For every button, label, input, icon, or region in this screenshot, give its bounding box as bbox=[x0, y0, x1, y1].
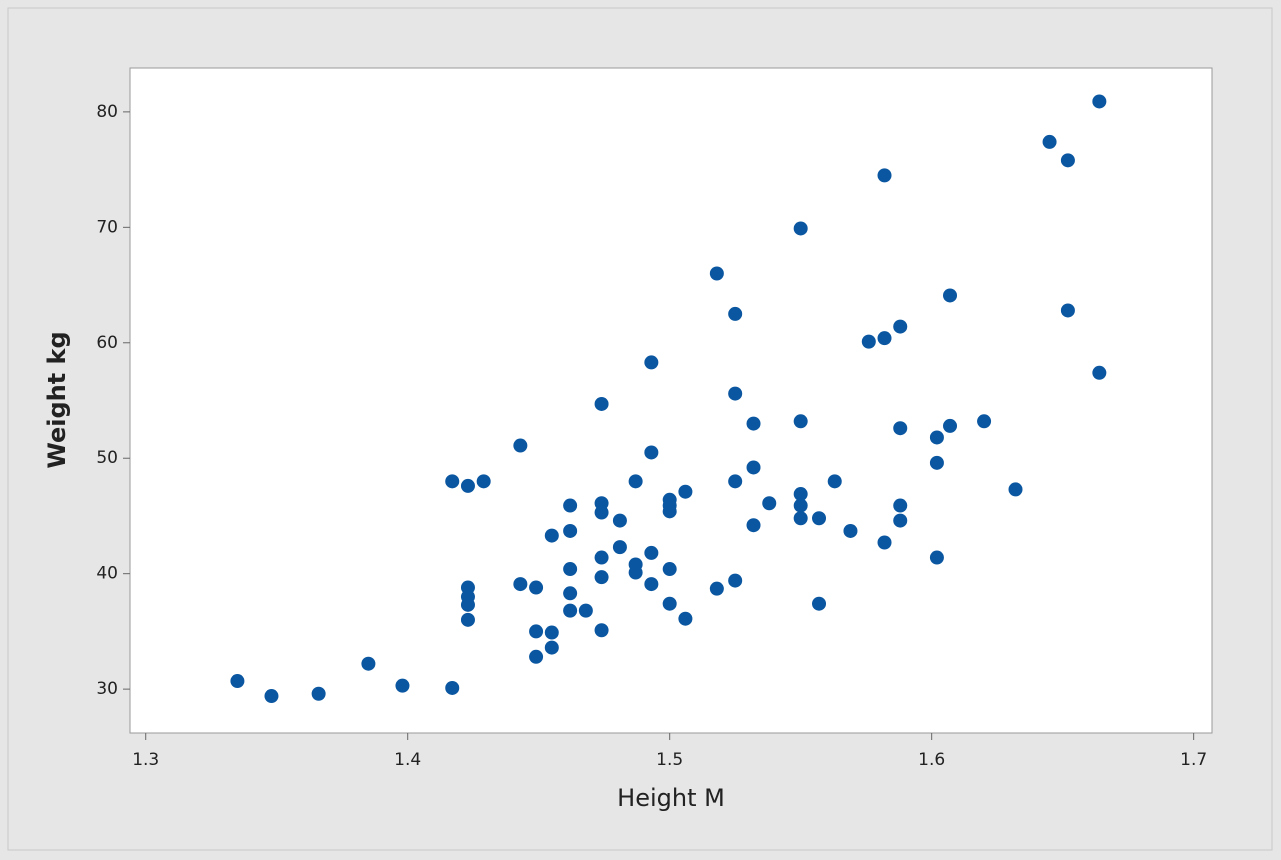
point bbox=[943, 418, 958, 433]
point bbox=[893, 319, 908, 334]
point bbox=[563, 562, 578, 577]
point bbox=[230, 674, 245, 689]
plot-area bbox=[129, 67, 1213, 734]
point bbox=[563, 586, 578, 601]
point bbox=[929, 550, 944, 565]
point bbox=[445, 474, 460, 489]
point bbox=[361, 656, 376, 671]
point bbox=[893, 498, 908, 513]
point bbox=[728, 386, 743, 401]
point bbox=[877, 331, 892, 346]
point bbox=[529, 649, 544, 664]
point bbox=[728, 306, 743, 321]
point bbox=[460, 597, 475, 612]
point bbox=[578, 603, 593, 618]
point bbox=[812, 596, 827, 611]
point bbox=[943, 288, 958, 303]
point bbox=[662, 562, 677, 577]
point bbox=[746, 460, 761, 475]
point bbox=[1042, 134, 1057, 149]
point bbox=[644, 545, 659, 560]
point bbox=[644, 445, 659, 460]
x-tick-label: 1.6 bbox=[918, 750, 945, 770]
point bbox=[793, 414, 808, 429]
point bbox=[843, 523, 858, 538]
point bbox=[1060, 303, 1075, 318]
point bbox=[644, 577, 659, 592]
point bbox=[395, 678, 410, 693]
point bbox=[678, 484, 693, 499]
point bbox=[893, 513, 908, 528]
point bbox=[594, 570, 609, 585]
point bbox=[762, 496, 777, 511]
point bbox=[827, 474, 842, 489]
point bbox=[644, 355, 659, 370]
point bbox=[893, 421, 908, 436]
point bbox=[746, 518, 761, 533]
point bbox=[445, 680, 460, 695]
point bbox=[1008, 482, 1023, 497]
y-tick-label: 30 bbox=[96, 679, 118, 699]
point bbox=[612, 540, 627, 555]
point bbox=[476, 474, 491, 489]
point bbox=[861, 334, 876, 349]
point bbox=[929, 455, 944, 470]
point bbox=[877, 535, 892, 550]
point bbox=[529, 624, 544, 639]
y-tick-label: 50 bbox=[96, 448, 118, 468]
y-tick-label: 60 bbox=[96, 333, 118, 353]
point bbox=[513, 438, 528, 453]
point bbox=[1092, 94, 1107, 109]
x-tick-label: 1.5 bbox=[656, 750, 683, 770]
point bbox=[563, 498, 578, 513]
point bbox=[929, 430, 944, 445]
point bbox=[594, 623, 609, 638]
point bbox=[544, 528, 559, 543]
point bbox=[544, 625, 559, 640]
point bbox=[513, 577, 528, 592]
y-axis-label: Weight kg bbox=[43, 331, 71, 468]
point bbox=[628, 474, 643, 489]
y-tick-label: 40 bbox=[96, 564, 118, 584]
point bbox=[529, 580, 544, 595]
point bbox=[709, 581, 724, 596]
point bbox=[1060, 153, 1075, 168]
point bbox=[678, 611, 693, 626]
point bbox=[544, 640, 559, 655]
x-tick-label: 1.3 bbox=[132, 750, 159, 770]
point bbox=[563, 603, 578, 618]
point bbox=[612, 513, 627, 528]
point bbox=[793, 498, 808, 513]
point bbox=[746, 416, 761, 431]
point bbox=[877, 168, 892, 183]
point bbox=[594, 550, 609, 565]
point bbox=[793, 511, 808, 526]
point bbox=[728, 573, 743, 588]
y-tick-label: 70 bbox=[96, 217, 118, 237]
point bbox=[264, 689, 279, 704]
point bbox=[812, 511, 827, 526]
point bbox=[563, 523, 578, 538]
x-axis-label: Height M bbox=[617, 784, 725, 812]
x-tick-label: 1.4 bbox=[394, 750, 421, 770]
x-tick-label: 1.7 bbox=[1180, 750, 1207, 770]
point bbox=[1092, 365, 1107, 380]
point bbox=[311, 686, 326, 701]
point bbox=[793, 487, 808, 502]
point bbox=[728, 474, 743, 489]
y-tick-label: 80 bbox=[96, 102, 118, 122]
point bbox=[594, 396, 609, 411]
point bbox=[662, 596, 677, 611]
point bbox=[628, 565, 643, 580]
point bbox=[662, 504, 677, 519]
point bbox=[977, 414, 992, 429]
point bbox=[594, 505, 609, 520]
point bbox=[709, 266, 724, 281]
point bbox=[460, 478, 475, 493]
point bbox=[793, 221, 808, 236]
point bbox=[460, 612, 475, 627]
